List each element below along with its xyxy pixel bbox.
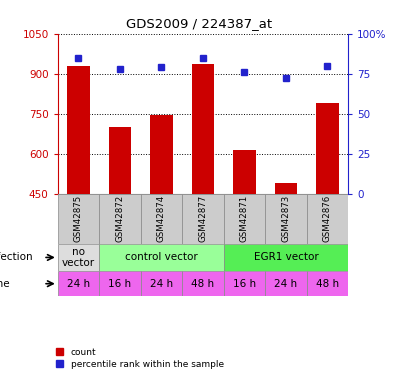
Text: GSM42873: GSM42873 <box>281 195 291 242</box>
Bar <box>109 127 131 194</box>
Bar <box>224 244 348 271</box>
Text: GDS2009 / 224387_at: GDS2009 / 224387_at <box>126 17 272 30</box>
Text: EGR1 vector: EGR1 vector <box>254 252 318 262</box>
Bar <box>265 194 307 244</box>
Bar <box>141 271 182 296</box>
Bar <box>67 66 90 194</box>
Bar <box>141 194 182 244</box>
Text: control vector: control vector <box>125 252 198 262</box>
Bar <box>224 271 265 296</box>
Bar <box>99 194 141 244</box>
Text: GSM42872: GSM42872 <box>115 195 125 242</box>
Bar <box>307 194 348 244</box>
Text: 24 h: 24 h <box>67 279 90 289</box>
Text: GSM42875: GSM42875 <box>74 195 83 242</box>
Bar <box>265 271 307 296</box>
Text: GSM42871: GSM42871 <box>240 195 249 242</box>
Text: 24 h: 24 h <box>275 279 298 289</box>
Text: GSM42877: GSM42877 <box>199 195 207 242</box>
Bar <box>58 244 99 271</box>
Text: infection: infection <box>0 252 33 262</box>
Bar <box>150 115 173 194</box>
Bar <box>233 150 256 194</box>
Bar <box>182 194 224 244</box>
Bar <box>99 244 224 271</box>
Bar <box>224 194 265 244</box>
Bar <box>275 183 297 194</box>
Text: 16 h: 16 h <box>108 279 131 289</box>
Text: time: time <box>0 279 11 289</box>
Bar <box>316 103 339 194</box>
Legend: count, percentile rank within the sample: count, percentile rank within the sample <box>56 348 224 369</box>
Bar <box>191 64 215 194</box>
Text: no
vector: no vector <box>62 247 95 268</box>
Text: 48 h: 48 h <box>316 279 339 289</box>
Text: GSM42874: GSM42874 <box>157 195 166 242</box>
Text: GSM42876: GSM42876 <box>323 195 332 242</box>
Bar <box>182 271 224 296</box>
Text: 48 h: 48 h <box>191 279 215 289</box>
Bar <box>58 271 99 296</box>
Bar <box>307 271 348 296</box>
Bar <box>99 271 141 296</box>
Text: 16 h: 16 h <box>233 279 256 289</box>
Text: 24 h: 24 h <box>150 279 173 289</box>
Bar <box>58 194 99 244</box>
